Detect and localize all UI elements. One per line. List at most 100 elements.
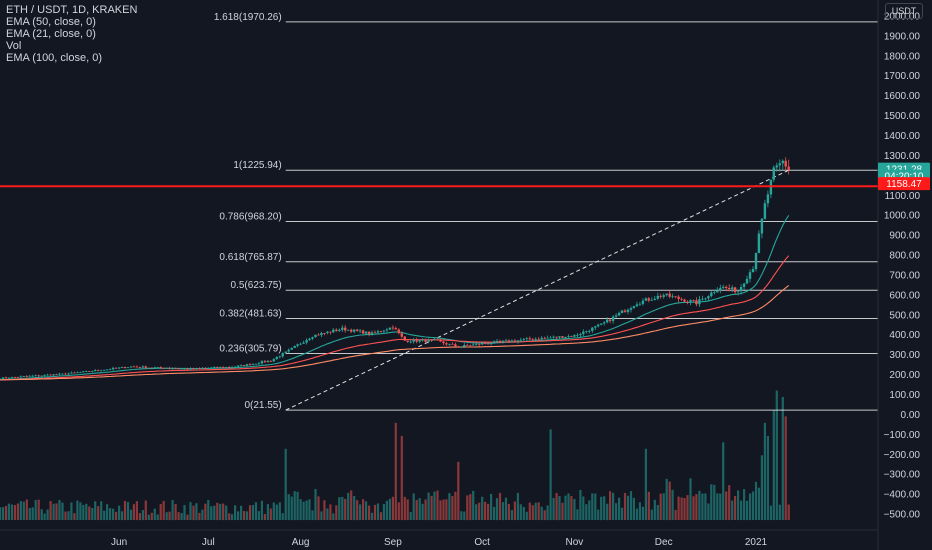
volume-bar (445, 499, 448, 520)
price-tick-label: 1600.00 (884, 91, 921, 102)
candle-body (513, 340, 517, 342)
candle (150, 367, 153, 369)
volume-bar (248, 505, 252, 520)
candle-body (290, 347, 293, 350)
candle (481, 342, 484, 345)
candle (540, 335, 543, 340)
candle (629, 306, 633, 313)
candle-body (600, 323, 603, 325)
volume-bar (299, 499, 302, 521)
candle-body (1, 377, 5, 379)
candle-body (394, 328, 397, 330)
candle-body (88, 371, 91, 372)
candle-body (28, 375, 31, 377)
candle-body (25, 376, 28, 377)
candle (442, 340, 445, 345)
candle-body (591, 327, 594, 331)
volume-bar (677, 496, 680, 520)
candle-body (174, 368, 177, 370)
candle (320, 331, 323, 338)
candle (531, 337, 534, 342)
candle-body (680, 298, 683, 300)
candle-body (766, 194, 770, 204)
candle-body (296, 344, 299, 346)
candle-body (210, 367, 213, 369)
candle (100, 369, 103, 372)
candle-body (597, 324, 600, 327)
candle-body (73, 372, 76, 374)
candle-body (442, 341, 445, 344)
volume-bar (454, 491, 457, 521)
candle-body (469, 345, 472, 347)
volume-bar (647, 491, 650, 520)
volume-bar (665, 478, 668, 521)
volume-bar (421, 503, 424, 520)
volume-bar (192, 505, 195, 521)
candle (385, 327, 389, 333)
chart-legend[interactable]: ETH / USDT, 1D, KRAKEN EMA (50, close, 0… (6, 4, 137, 64)
indicator-ema100[interactable]: EMA (100, close, 0) (6, 52, 102, 64)
volume-bar (329, 504, 332, 520)
candle (204, 367, 207, 369)
currency-button[interactable]: USDT (885, 3, 923, 19)
candle (103, 369, 106, 371)
volume-bar (626, 495, 630, 520)
candle-body (367, 331, 371, 335)
price-tick-label: 1900.00 (884, 31, 921, 42)
candle (763, 199, 767, 220)
candle-body (504, 340, 508, 342)
candle-body (22, 376, 25, 377)
candle (114, 367, 118, 369)
candle (239, 364, 243, 367)
indicator-vol[interactable]: Vol (6, 40, 22, 52)
volume-bar (311, 510, 314, 521)
candle-body (671, 296, 674, 298)
candle (516, 340, 520, 344)
candle-body (561, 336, 564, 338)
candle-body (713, 292, 716, 294)
volume-bar (216, 502, 219, 521)
volume-bar (237, 511, 240, 521)
volume-bar (112, 508, 115, 520)
candle-body (138, 367, 142, 368)
candle-body (287, 349, 290, 352)
volume-bar (353, 496, 356, 521)
candle (415, 337, 418, 344)
price-tick-label: 400.00 (889, 330, 920, 341)
volume-bar (180, 513, 183, 520)
candle (37, 374, 40, 377)
candle-body (257, 363, 261, 365)
price-tick-label: 1300.00 (884, 151, 921, 162)
volume-bar (344, 498, 347, 520)
volume-bar (195, 503, 198, 521)
candle (659, 293, 662, 299)
volume-bar (135, 501, 138, 520)
volume-bar (570, 496, 573, 521)
candle (79, 371, 82, 373)
candle-body (382, 330, 386, 332)
volume-bar (138, 513, 141, 521)
candle-body (222, 367, 225, 368)
volume-bar (67, 511, 70, 521)
candle-body (466, 345, 469, 346)
candle-body (76, 372, 79, 374)
candle (555, 336, 558, 339)
candle (579, 332, 582, 338)
candle-body (97, 370, 100, 371)
candle (626, 308, 630, 315)
symbol-title[interactable]: ETH / USDT, 1D, KRAKEN (6, 4, 138, 16)
candle (620, 309, 624, 314)
candle-body (40, 375, 43, 377)
candle-body (165, 368, 168, 369)
indicator-ema21[interactable]: EMA (21, close, 0) (6, 28, 96, 40)
candle-body (498, 341, 502, 342)
candle-body (379, 331, 383, 332)
volume-bar (347, 492, 350, 520)
indicator-ema50[interactable]: EMA (50, close, 0) (6, 16, 96, 28)
candle-body (34, 375, 37, 377)
volume-bar (638, 502, 641, 520)
volume-bar (40, 509, 43, 520)
candle (632, 305, 636, 309)
